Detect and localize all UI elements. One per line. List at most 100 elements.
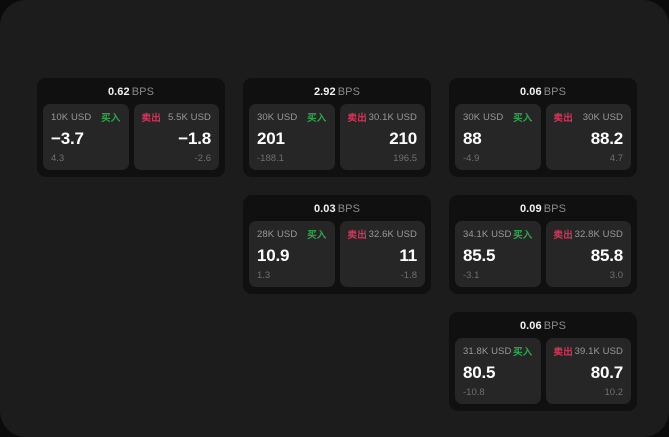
sell-size-label: 32.8K USD: [574, 228, 623, 240]
spread-card[interactable]: 0.06 BPS 30K USD 买入 88 -4.9 卖出: [449, 78, 637, 177]
buy-price: 10.9: [257, 245, 290, 265]
spread-card[interactable]: 0.09 BPS 34.1K USD 买入 85.5 -3.1 卖出: [449, 195, 637, 294]
sell-price: 85.8: [590, 245, 623, 265]
sell-pane[interactable]: 卖出 39.1K USD 80.7 10.2: [545, 338, 631, 404]
sell-side-label: 卖出: [553, 230, 573, 241]
buy-pane-header: 34.1K USD 买入: [463, 228, 533, 242]
sell-pane[interactable]: 卖出 32.6K USD 11 -1.8: [339, 221, 425, 287]
sell-side-label: 卖出: [347, 113, 367, 124]
card-header: 0.06 BPS: [449, 78, 637, 104]
sell-pane-header: 卖出 30.1K USD: [347, 111, 418, 125]
buy-delta: -4.9: [463, 153, 480, 164]
buy-size-label: 30K USD: [463, 111, 504, 123]
buy-pane[interactable]: 34.1K USD 买入 85.5 -3.1: [455, 221, 541, 287]
sell-pane[interactable]: 卖出 32.8K USD 85.8 3.0: [545, 221, 631, 287]
buy-delta: 1.3: [257, 270, 271, 281]
buy-pane[interactable]: 10K USD 买入 −3.7 4.3: [43, 104, 129, 170]
buy-delta: -188.1: [257, 153, 284, 164]
sell-pane[interactable]: 卖出 30.1K USD 210 196.5: [339, 104, 425, 170]
buy-pane[interactable]: 28K USD 买入 10.9 1.3: [249, 221, 335, 287]
buy-pane-header: 30K USD 买入: [257, 111, 327, 125]
sell-side-label: 卖出: [141, 113, 161, 124]
sell-delta: 4.7: [609, 153, 623, 164]
bps-unit: BPS: [337, 86, 361, 98]
sell-side-label: 卖出: [553, 113, 573, 124]
sell-pane-header: 卖出 30K USD: [553, 111, 624, 125]
buy-price: 201: [257, 128, 285, 148]
card-header: 2.92 BPS: [243, 78, 431, 104]
sell-delta: 10.2: [604, 387, 624, 398]
buy-side-label: 买入: [513, 230, 533, 241]
buy-price: 88: [463, 128, 482, 148]
spread-card[interactable]: 0.62 BPS 10K USD 买入 −3.7 4.3 卖出: [37, 78, 225, 177]
sell-pane[interactable]: 卖出 5.5K USD −1.8 -2.6: [133, 104, 219, 170]
sell-size-label: 30.1K USD: [368, 111, 417, 123]
sell-price: 88.2: [590, 128, 623, 148]
card-header: 0.03 BPS: [243, 195, 431, 221]
card-body: 28K USD 买入 10.9 1.3 卖出 32.6K USD 11 -1.8: [243, 221, 431, 287]
buy-price: 85.5: [463, 245, 496, 265]
buy-size-label: 31.8K USD: [463, 345, 512, 357]
bps-value: 0.06: [519, 320, 542, 332]
buy-size-label: 10K USD: [51, 111, 92, 123]
spread-card[interactable]: 2.92 BPS 30K USD 买入 201 -188.1 卖出: [243, 78, 431, 177]
sell-delta: 196.5: [393, 153, 417, 164]
sell-size-label: 5.5K USD: [167, 111, 211, 123]
bps-value: 2.92: [313, 86, 336, 98]
card-body: 30K USD 买入 201 -188.1 卖出 30.1K USD 210 1…: [243, 104, 431, 170]
card-header: 0.09 BPS: [449, 195, 637, 221]
buy-side-label: 买入: [513, 113, 533, 124]
card-body: 34.1K USD 买入 85.5 -3.1 卖出 32.8K USD 85.8…: [449, 221, 637, 287]
spread-card[interactable]: 0.06 BPS 31.8K USD 买入 80.5 -10.8 卖出: [449, 312, 637, 411]
bps-value: 0.62: [107, 86, 130, 98]
buy-size-label: 34.1K USD: [463, 228, 512, 240]
buy-pane[interactable]: 31.8K USD 买入 80.5 -10.8: [455, 338, 541, 404]
sell-pane-header: 卖出 39.1K USD: [554, 345, 624, 359]
buy-pane-header: 10K USD 买入: [51, 111, 121, 125]
sell-size-label: 39.1K USD: [574, 345, 623, 357]
buy-side-label: 买入: [307, 230, 327, 241]
sell-delta: -1.8: [400, 270, 417, 281]
sell-side-label: 卖出: [347, 230, 367, 241]
card-header: 0.06 BPS: [449, 312, 637, 338]
card-column-2: 2.92 BPS 30K USD 买入 201 -188.1 卖出: [243, 78, 431, 294]
spread-card[interactable]: 0.03 BPS 28K USD 买入 10.9 1.3 卖出: [243, 195, 431, 294]
spread-card-board: 0.62 BPS 10K USD 买入 −3.7 4.3 卖出: [37, 78, 637, 411]
sell-delta: -2.6: [194, 153, 211, 164]
sell-size-label: 32.6K USD: [368, 228, 417, 240]
sell-size-label: 30K USD: [582, 111, 623, 123]
card-body: 31.8K USD 买入 80.5 -10.8 卖出 39.1K USD 80.…: [449, 338, 637, 404]
buy-pane[interactable]: 30K USD 买入 88 -4.9: [455, 104, 541, 170]
sell-pane[interactable]: 卖出 30K USD 88.2 4.7: [545, 104, 631, 170]
bps-value: 0.03: [313, 203, 336, 215]
buy-side-label: 买入: [513, 347, 533, 358]
card-column-1: 0.62 BPS 10K USD 买入 −3.7 4.3 卖出: [37, 78, 225, 177]
buy-price: 80.5: [463, 362, 496, 382]
buy-pane-header: 31.8K USD 买入: [463, 345, 533, 359]
sell-pane-header: 卖出 32.6K USD: [347, 228, 418, 242]
buy-size-label: 30K USD: [257, 111, 298, 123]
card-body: 30K USD 买入 88 -4.9 卖出 30K USD 88.2 4.7: [449, 104, 637, 170]
bps-unit: BPS: [543, 203, 567, 215]
buy-pane-header: 30K USD 买入: [463, 111, 533, 125]
bps-value: 0.06: [519, 86, 542, 98]
sell-pane-header: 卖出 32.8K USD: [553, 228, 624, 242]
sell-delta: 3.0: [609, 270, 623, 281]
buy-pane[interactable]: 30K USD 买入 201 -188.1: [249, 104, 335, 170]
buy-delta: -10.8: [463, 387, 485, 398]
sell-pane-header: 卖出 5.5K USD: [141, 111, 212, 125]
buy-pane-header: 28K USD 买入: [257, 228, 327, 242]
bps-unit: BPS: [543, 86, 567, 98]
sell-price: 210: [389, 128, 417, 148]
bps-unit: BPS: [131, 86, 155, 98]
buy-side-label: 买入: [101, 113, 121, 124]
sell-price: −1.8: [178, 128, 211, 148]
buy-delta: -3.1: [463, 270, 480, 281]
bps-unit: BPS: [337, 203, 361, 215]
bps-unit: BPS: [543, 320, 567, 332]
buy-size-label: 28K USD: [257, 228, 298, 240]
buy-side-label: 买入: [307, 113, 327, 124]
bps-value: 0.09: [519, 203, 542, 215]
card-header: 0.62 BPS: [37, 78, 225, 104]
